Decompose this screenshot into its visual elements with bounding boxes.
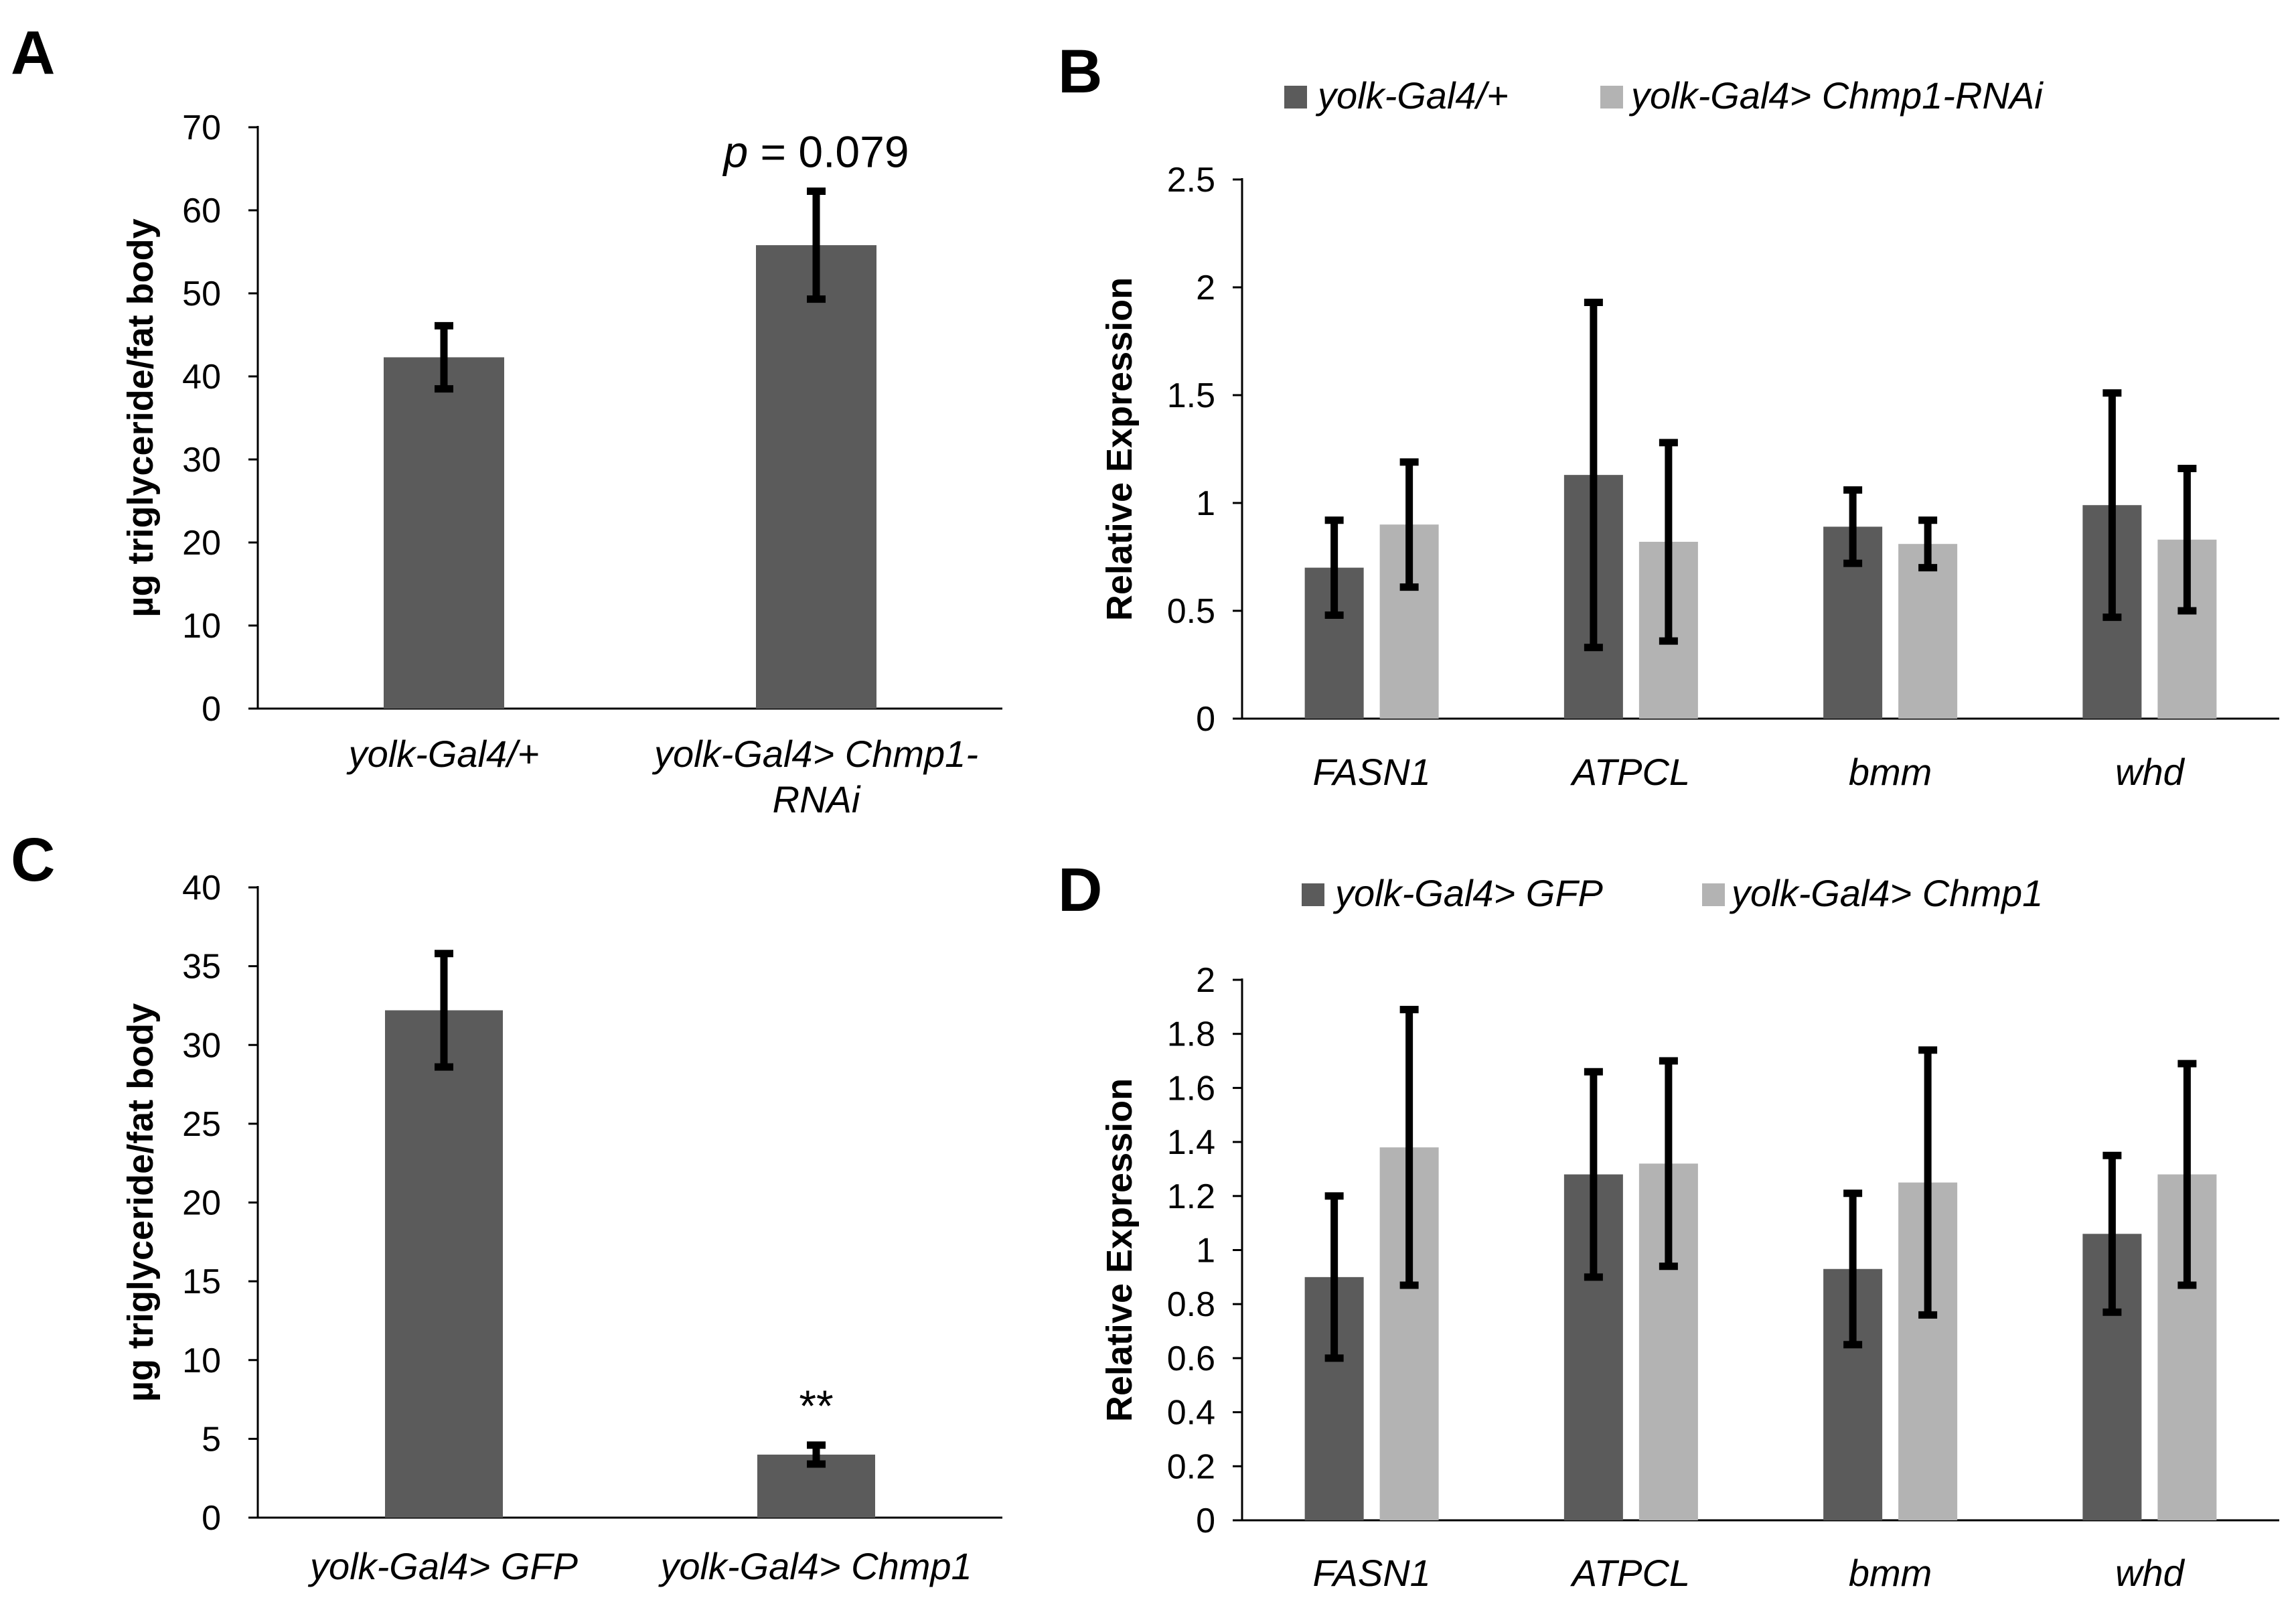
y-tick-label: 0 [202,690,221,729]
y-axis-title: Relative Expression [1099,1078,1140,1422]
chart-d: 0 0.2 0.4 0.6 0.8 1 1.2 1.4 1.6 1.8 2 Relative Expr… [1099,872,2279,1594]
y-tick-label: 35 [182,948,221,987]
y-tick-label: 2.5 [1167,161,1215,200]
y-tick-label: 5 [202,1420,221,1459]
y-tick-label: 10 [182,607,221,646]
x-category-label: yolk-Gal4/+ [346,733,540,775]
y-tick-label: 1 [1196,1232,1215,1270]
y-tick-label: 1.5 [1167,376,1215,415]
significance-annotation: ** [799,1381,833,1431]
legend-label: yolk-Gal4> Chmp1-RNAi [1628,74,2044,117]
y-tick-label: 70 [182,108,221,147]
panel-label-d: D [1058,856,1102,924]
y-tick-label: 0.4 [1167,1394,1215,1433]
chart-c: 0 5 10 15 20 25 30 35 40 µg triglyceride/fat body… [121,869,1002,1587]
y-tick-label: 40 [182,358,221,396]
y-tick-label: 0.6 [1167,1339,1215,1378]
y-tick-label: 30 [182,1026,221,1065]
y-tick-label: 30 [182,441,221,480]
x-category-label: bmm [1849,1552,1932,1594]
chart-b: 0 0.5 1 1.5 2 2.5 Relative Expression FASN1 ATPC… [1099,74,2279,793]
y-tick-label: 1.2 [1167,1177,1215,1216]
legend-label: yolk-Gal4> GFP [1332,872,1603,914]
panel-label-c: C [11,826,55,894]
y-tick-label: 0 [202,1499,221,1538]
x-category-label: ATPCL [1570,1552,1690,1594]
bar [384,357,504,709]
y-tick-label: 0.8 [1167,1285,1215,1324]
legend-swatch [1600,86,1623,108]
significance-annotation: p = 0.079 [722,127,909,176]
y-tick-label: 0 [1196,1502,1215,1540]
legend-swatch [1284,86,1307,108]
annotation-value: = 0.079 [748,127,909,176]
y-tick-label: 25 [182,1105,221,1144]
y-tick-label: 50 [182,275,221,313]
y-axis-title: Relative Expression [1099,277,1140,621]
legend-label: yolk-Gal4> Chmp1 [1729,872,2043,914]
x-category-label: whd [2115,1552,2186,1594]
bar [385,1010,503,1518]
panel-label-a: A [11,19,55,87]
y-axis-title: µg triglyceride/fat body [121,1003,161,1402]
bar [1898,544,1958,719]
legend-swatch [1302,883,1324,906]
y-tick-label: 1.8 [1167,1015,1215,1054]
y-tick-label: 1 [1196,484,1215,523]
x-category-label: whd [2115,751,2186,793]
y-tick-label: 1.6 [1167,1069,1215,1108]
x-category-label: ATPCL [1570,751,1690,793]
y-tick-label: 60 [182,192,221,230]
y-tick-label: 0 [1196,700,1215,739]
x-category-label: FASN1 [1312,1552,1430,1594]
y-tick-label: 0.2 [1167,1447,1215,1486]
legend-swatch [1702,883,1725,906]
x-category-label: bmm [1849,751,1932,793]
y-tick-label: 20 [182,524,221,563]
x-category-label: yolk-Gal4> Chmp1 [658,1545,972,1587]
chart-a: 0 10 20 30 40 50 60 70 µg triglyceride/fat body y… [121,108,1002,820]
y-tick-label: 10 [182,1341,221,1380]
panel-label-b: B [1058,38,1102,106]
y-tick-label: 2 [1196,961,1215,1000]
x-category-label: yolk-Gal4> Chmp1- [652,733,978,775]
legend-label: yolk-Gal4/+ [1315,74,1509,117]
x-category-label: FASN1 [1312,751,1430,793]
annotation-value: ** [799,1381,833,1431]
x-category-label: RNAi [773,778,861,820]
y-tick-label: 40 [182,869,221,907]
y-tick-label: 1.4 [1167,1123,1215,1162]
bar [756,245,876,709]
y-tick-label: 0.5 [1167,592,1215,631]
y-tick-label: 15 [182,1262,221,1301]
y-tick-label: 2 [1196,269,1215,307]
y-axis-title: µg triglyceride/fat body [121,218,161,617]
y-tick-label: 20 [182,1184,221,1223]
annotation-p-symbol: p [722,127,748,176]
x-category-label: yolk-Gal4> GFP [307,1545,578,1587]
